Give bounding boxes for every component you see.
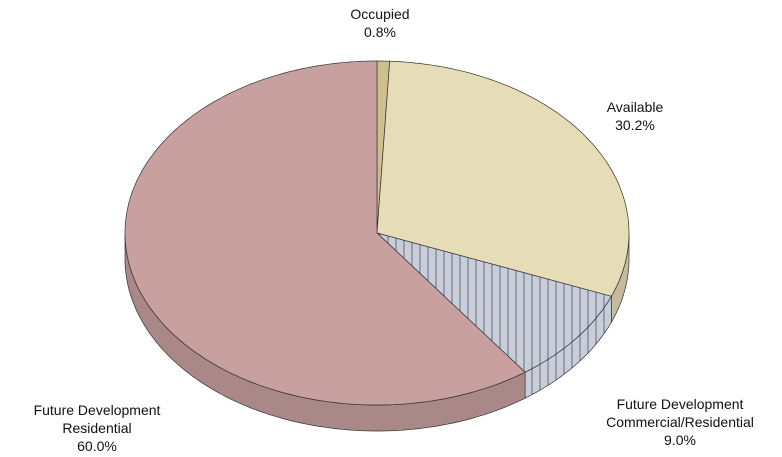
slice-name: Future Development Residential (33, 402, 161, 436)
slice-percent: 0.8% (364, 24, 396, 40)
slice-label: Future Development Commercial/Residentia… (570, 395, 782, 449)
slice-name: Available (606, 99, 664, 115)
slice-label: Occupied 0.8% (270, 5, 490, 41)
slice-name: Future Development Commercial/Residentia… (606, 396, 754, 430)
slice-percent: 30.2% (615, 117, 655, 133)
slice-percent: 60.0% (77, 438, 117, 454)
slice-percent: 9.0% (664, 432, 696, 448)
slice-name: Occupied (350, 6, 410, 22)
slice (376, 60, 630, 297)
slice-label: Future Development Residential 60.0% (0, 401, 207, 455)
slice-label: Available 30.2% (525, 98, 745, 134)
slice (376, 232, 612, 373)
slice (124, 60, 526, 406)
